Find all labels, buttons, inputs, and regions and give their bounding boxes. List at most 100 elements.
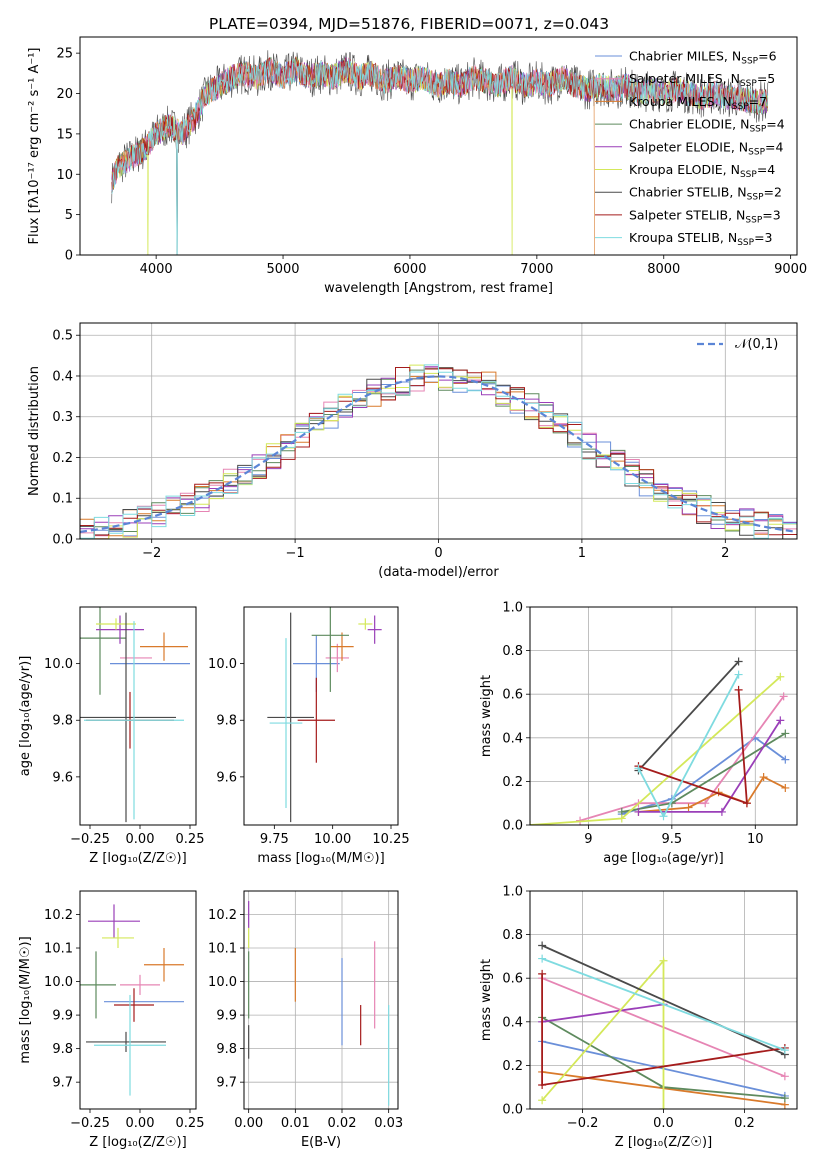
y-tick-label: 1.0 <box>502 601 523 616</box>
x-tick-label: 2 <box>721 546 729 561</box>
y-tick-label: 10.0 <box>44 657 73 672</box>
y-tick-label: 0.2 <box>502 775 523 790</box>
y-tick-label: 0.4 <box>52 369 73 384</box>
weight-marker <box>538 1081 547 1090</box>
chart-title: PLATE=0394, MJD=51876, FIBERID=0071, z=0… <box>209 15 609 33</box>
y-tick-label: 25 <box>56 47 73 62</box>
x-tick-label: 10.00 <box>314 832 351 847</box>
weight-marker <box>538 941 547 950</box>
weight-line-4 <box>541 1003 664 1023</box>
y-tick-label: 10 <box>56 168 73 183</box>
axes-frame <box>79 36 798 256</box>
x-tick-label: 1 <box>578 546 586 561</box>
weight-marker <box>781 783 790 792</box>
x-axis-label: wavelength [Angstrom, rest frame] <box>324 281 553 296</box>
x-tick-label: 4000 <box>140 262 173 277</box>
x-tick-label: −0.25 <box>70 832 110 847</box>
y-tick-label: 0.8 <box>502 928 523 943</box>
y-axis-label: Flux [fλ10⁻¹⁷ erg cm⁻² s⁻¹ A⁻¹] <box>27 48 42 245</box>
legend-label: Kroupa ELODIE, NSSP=4 <box>629 162 775 180</box>
x-tick-label: 10.25 <box>372 832 409 847</box>
y-tick-label: 10.1 <box>208 942 237 957</box>
weight-marker <box>734 657 743 666</box>
y-tick-label: 0 <box>65 249 73 264</box>
weight-marker <box>659 1105 668 1109</box>
y-tick-label: 0.0 <box>52 533 73 548</box>
y-tick-label: 0.1 <box>52 492 73 507</box>
x-tick-label: 0.00 <box>234 1116 263 1131</box>
weight-line-6 <box>541 944 786 1056</box>
x-tick-label: 9 <box>584 832 592 847</box>
weight-marker <box>759 773 768 782</box>
weight-marker <box>734 670 743 679</box>
plot-area <box>111 50 769 255</box>
weight-marker <box>634 807 643 816</box>
weight-marker <box>776 716 785 725</box>
weight-marker <box>779 692 788 701</box>
panel-2: −0.25 0.00 0.25 9.6 9.8 10.0 Z [log₁₀(Z/Z☉)] ag… <box>18 606 204 866</box>
y-tick-label: 9.8 <box>52 714 73 729</box>
y-tick-label: 10.0 <box>44 975 73 990</box>
weight-marker <box>780 1094 789 1103</box>
x-tick-label: 8000 <box>647 262 680 277</box>
y-tick-label: 10.1 <box>44 942 73 957</box>
weight-marker <box>684 803 693 812</box>
y-tick-label: 0.4 <box>502 1015 523 1030</box>
weight-marker <box>717 807 726 816</box>
legend-label: Kroupa STELIB, NSSP=3 <box>629 230 773 248</box>
y-tick-label: 9.6 <box>52 770 73 785</box>
x-axis-label: Z [log₁₀(Z/Z☉)] <box>89 851 186 866</box>
weight-marker <box>538 969 547 978</box>
plot-area <box>80 607 190 823</box>
weight-marker <box>617 814 626 823</box>
x-tick-label: 9000 <box>774 262 807 277</box>
plot-area <box>267 607 382 823</box>
y-tick-label: 0.3 <box>52 410 73 425</box>
weight-marker <box>781 755 790 764</box>
y-tick-label: 0.6 <box>502 688 523 703</box>
panel-3: 9.75 10.00 10.25 9.6 9.8 10.0 mass [log₁₀(M/M☉… <box>208 606 410 866</box>
weight-line-8 <box>541 957 786 1051</box>
plot-area <box>530 657 790 825</box>
x-axis-label: age [log₁₀(age/yr)] <box>603 851 724 866</box>
plot-area <box>80 904 184 1096</box>
x-tick-label: −1 <box>286 546 305 561</box>
plot-area <box>80 364 797 539</box>
x-tick-label: 0 <box>434 546 442 561</box>
y-axis-label: mass weight <box>479 675 494 757</box>
y-tick-label: 15 <box>56 127 73 142</box>
y-tick-label: 9.9 <box>52 1009 73 1024</box>
weight-marker <box>781 729 790 738</box>
y-tick-label: 9.7 <box>52 1076 73 1091</box>
x-tick-label: 10 <box>747 832 764 847</box>
y-tick-label: 0.4 <box>502 731 523 746</box>
y-tick-label: 9.8 <box>52 1042 73 1057</box>
x-tick-label: 0.00 <box>126 832 155 847</box>
axes-frame <box>79 606 197 826</box>
legend-label: Salpeter STELIB, NSSP=3 <box>629 207 781 225</box>
plot-area <box>248 901 390 1106</box>
x-tick-label: −0.2 <box>567 1116 599 1131</box>
y-tick-label: 0.0 <box>502 1103 523 1118</box>
legend-label: Chabrier ELODIE, NSSP=4 <box>629 117 785 135</box>
axes-frame <box>243 890 399 1110</box>
legend-label: 𝒩(0,1) <box>735 337 778 352</box>
y-tick-label: 5 <box>65 208 73 223</box>
y-tick-label: 0.0 <box>502 819 523 834</box>
weight-marker <box>734 685 743 694</box>
weight-line-6 <box>637 660 740 772</box>
x-tick-label: −2 <box>142 546 161 561</box>
weight-line-7 <box>638 689 748 805</box>
y-tick-label: 0.8 <box>502 644 523 659</box>
legend-label: Salpeter MILES, NSSP=5 <box>629 71 775 89</box>
panel-7: −0.2 0.0 0.2 0.0 0.2 0.4 0.6 0.8 1.0 Z [log₁₀(Z/Z… <box>479 885 798 1150</box>
panel-6: 0.00 0.01 0.02 0.03 9.7 9.8 9.9 10.0 10.1 10.2 E(B… <box>208 890 403 1150</box>
spectrum-line-8 <box>111 59 769 255</box>
y-tick-label: 1.0 <box>502 885 523 900</box>
y-tick-label: 10.0 <box>208 657 237 672</box>
x-axis-label: mass [log₁₀(M/M☉)] <box>257 851 384 866</box>
plot-area <box>538 941 789 1109</box>
y-tick-label: 10.2 <box>208 908 237 923</box>
axes-frame <box>529 606 798 826</box>
y-axis-label: Normed distribution <box>27 366 42 496</box>
